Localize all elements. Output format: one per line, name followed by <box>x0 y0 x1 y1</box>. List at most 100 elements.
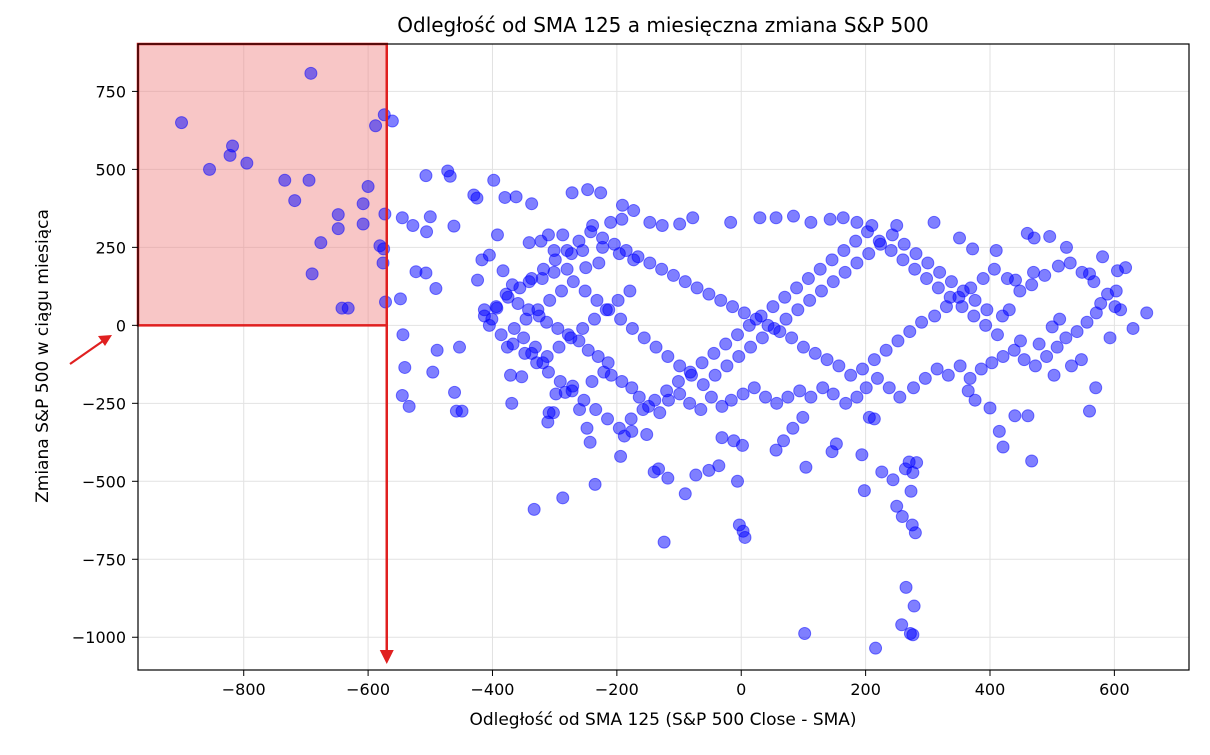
data-point <box>560 243 574 257</box>
data-point <box>498 190 512 204</box>
data-point <box>850 215 864 229</box>
data-point <box>398 360 412 374</box>
data-point <box>882 381 896 395</box>
data-point <box>884 243 898 257</box>
data-point <box>426 365 440 379</box>
data-point <box>530 356 544 370</box>
data-point <box>968 393 982 407</box>
data-point <box>859 381 873 395</box>
data-point <box>985 356 999 370</box>
data-point <box>552 340 566 354</box>
data-point <box>653 406 667 420</box>
data-point <box>928 309 942 323</box>
data-point <box>836 211 850 225</box>
data-point <box>631 250 645 264</box>
data-point <box>921 256 935 270</box>
data-point <box>906 628 920 642</box>
highlight-region <box>138 44 387 326</box>
data-point <box>990 328 1004 342</box>
data-point <box>513 281 527 295</box>
data-point <box>395 389 409 403</box>
data-point <box>1025 278 1039 292</box>
y-tick-label: −500 <box>82 472 126 491</box>
x-tick-label: 0 <box>736 680 746 699</box>
data-point <box>1119 261 1133 275</box>
data-point <box>584 225 598 239</box>
data-point <box>920 272 934 286</box>
data-point <box>931 281 945 295</box>
data-point <box>175 116 189 130</box>
data-point <box>769 211 783 225</box>
data-point <box>731 328 745 342</box>
data-point <box>590 293 604 307</box>
data-point <box>1070 325 1084 339</box>
data-point <box>564 331 578 345</box>
data-point <box>870 371 884 385</box>
data-point <box>494 328 508 342</box>
data-point <box>915 315 929 329</box>
y-tick-label: 250 <box>95 238 126 257</box>
data-point <box>732 350 746 364</box>
data-point <box>874 237 888 251</box>
data-point <box>341 301 355 315</box>
data-point <box>555 284 569 298</box>
data-point <box>695 356 709 370</box>
data-point <box>594 186 608 200</box>
data-point <box>419 169 433 183</box>
data-point <box>589 403 603 417</box>
data-point <box>1064 359 1078 373</box>
data-point <box>696 378 710 392</box>
data-point <box>525 197 539 211</box>
data-point <box>540 315 554 329</box>
data-point <box>867 412 881 426</box>
data-point <box>489 300 503 314</box>
data-point <box>504 368 518 382</box>
data-point <box>393 292 407 306</box>
data-point <box>785 331 799 345</box>
data-point <box>1089 381 1103 395</box>
data-point <box>808 346 822 360</box>
data-point <box>531 303 545 317</box>
data-point <box>826 275 840 289</box>
data-point <box>832 359 846 373</box>
data-point <box>1059 331 1073 345</box>
x-tick-label: 400 <box>975 680 1006 699</box>
data-point <box>1103 331 1117 345</box>
data-point <box>565 384 579 398</box>
data-point <box>518 346 532 360</box>
arrow-down-head <box>379 650 394 664</box>
data-point <box>585 374 599 388</box>
data-point <box>604 215 618 229</box>
data-point <box>517 331 531 345</box>
data-point <box>953 359 967 373</box>
data-point <box>714 293 728 307</box>
y-tick-label: −250 <box>82 394 126 413</box>
data-point <box>1032 337 1046 351</box>
data-point <box>378 207 392 221</box>
data-point <box>956 284 970 298</box>
data-point <box>640 428 654 442</box>
data-point <box>844 368 858 382</box>
data-point <box>678 275 692 289</box>
data-point <box>671 374 685 388</box>
data-point <box>786 209 800 223</box>
data-point <box>1027 265 1041 279</box>
data-point <box>974 362 988 376</box>
data-point <box>612 421 626 435</box>
data-point <box>895 618 909 632</box>
data-point <box>850 256 864 270</box>
data-point <box>987 262 1001 276</box>
data-point <box>577 393 591 407</box>
data-point <box>715 431 729 445</box>
data-point <box>720 359 734 373</box>
highlight-fill <box>138 44 387 326</box>
data-point <box>953 231 967 245</box>
data-point <box>1075 265 1089 279</box>
data-point <box>402 399 416 413</box>
data-point <box>627 204 641 218</box>
data-point <box>1074 353 1088 367</box>
x-axis-label: Odległość od SMA 125 (S&P 500 Close - SM… <box>469 710 856 730</box>
data-point <box>1051 259 1065 273</box>
data-point <box>482 318 496 332</box>
data-point <box>694 403 708 417</box>
